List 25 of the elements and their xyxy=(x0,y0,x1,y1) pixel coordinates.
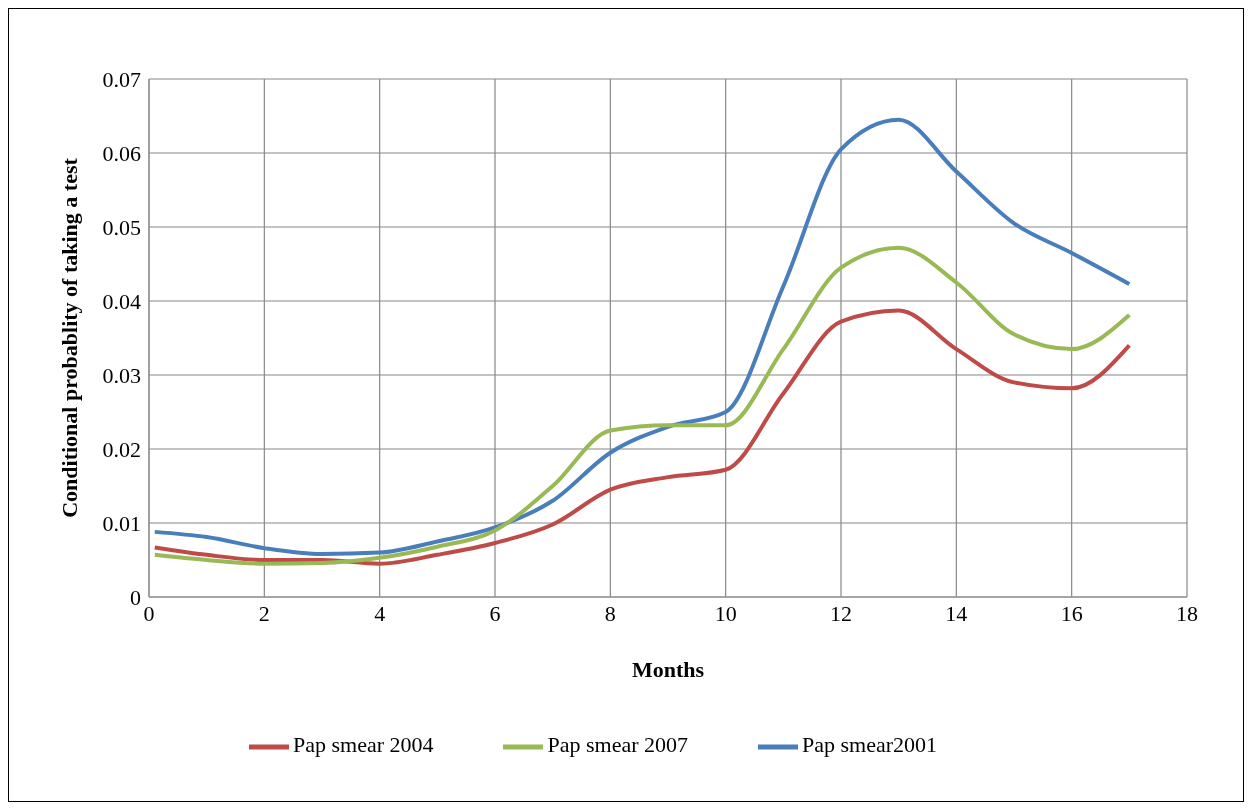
y-tick-label: 0 xyxy=(130,584,141,610)
x-tick-label: 10 xyxy=(714,600,737,626)
x-tick-label: 6 xyxy=(489,600,501,626)
legend-label: Pap smear 2007 xyxy=(547,732,689,758)
y-tick-label: 0.05 xyxy=(102,214,141,240)
y-tick-label: 0.06 xyxy=(102,140,141,166)
legend-label: Pap smear2001 xyxy=(802,732,938,758)
x-tick-label: 14 xyxy=(945,600,968,626)
x-tick-label: 2 xyxy=(258,600,270,626)
legend-label: Pap smear 2004 xyxy=(292,732,434,758)
x-tick-label: 4 xyxy=(374,600,386,626)
line-series xyxy=(152,245,1132,566)
x-axis-title: Months xyxy=(631,657,705,682)
y-axis-title: Conditional probablity of taking a test xyxy=(56,157,82,518)
x-tick-label: 8 xyxy=(604,600,616,626)
y-tick-label: 0.03 xyxy=(102,362,141,388)
y-tick-label: 0.01 xyxy=(102,510,141,536)
x-tick-label: 12 xyxy=(830,600,852,626)
line-series xyxy=(152,117,1132,557)
x-tick-label: 18 xyxy=(1176,600,1198,626)
y-tick-label: 0.04 xyxy=(102,288,141,314)
line-series xyxy=(152,308,1132,566)
y-tick-label: 0.02 xyxy=(102,436,141,462)
y-tick-label: 0.07 xyxy=(102,66,141,92)
x-tick-label: 16 xyxy=(1060,600,1083,626)
